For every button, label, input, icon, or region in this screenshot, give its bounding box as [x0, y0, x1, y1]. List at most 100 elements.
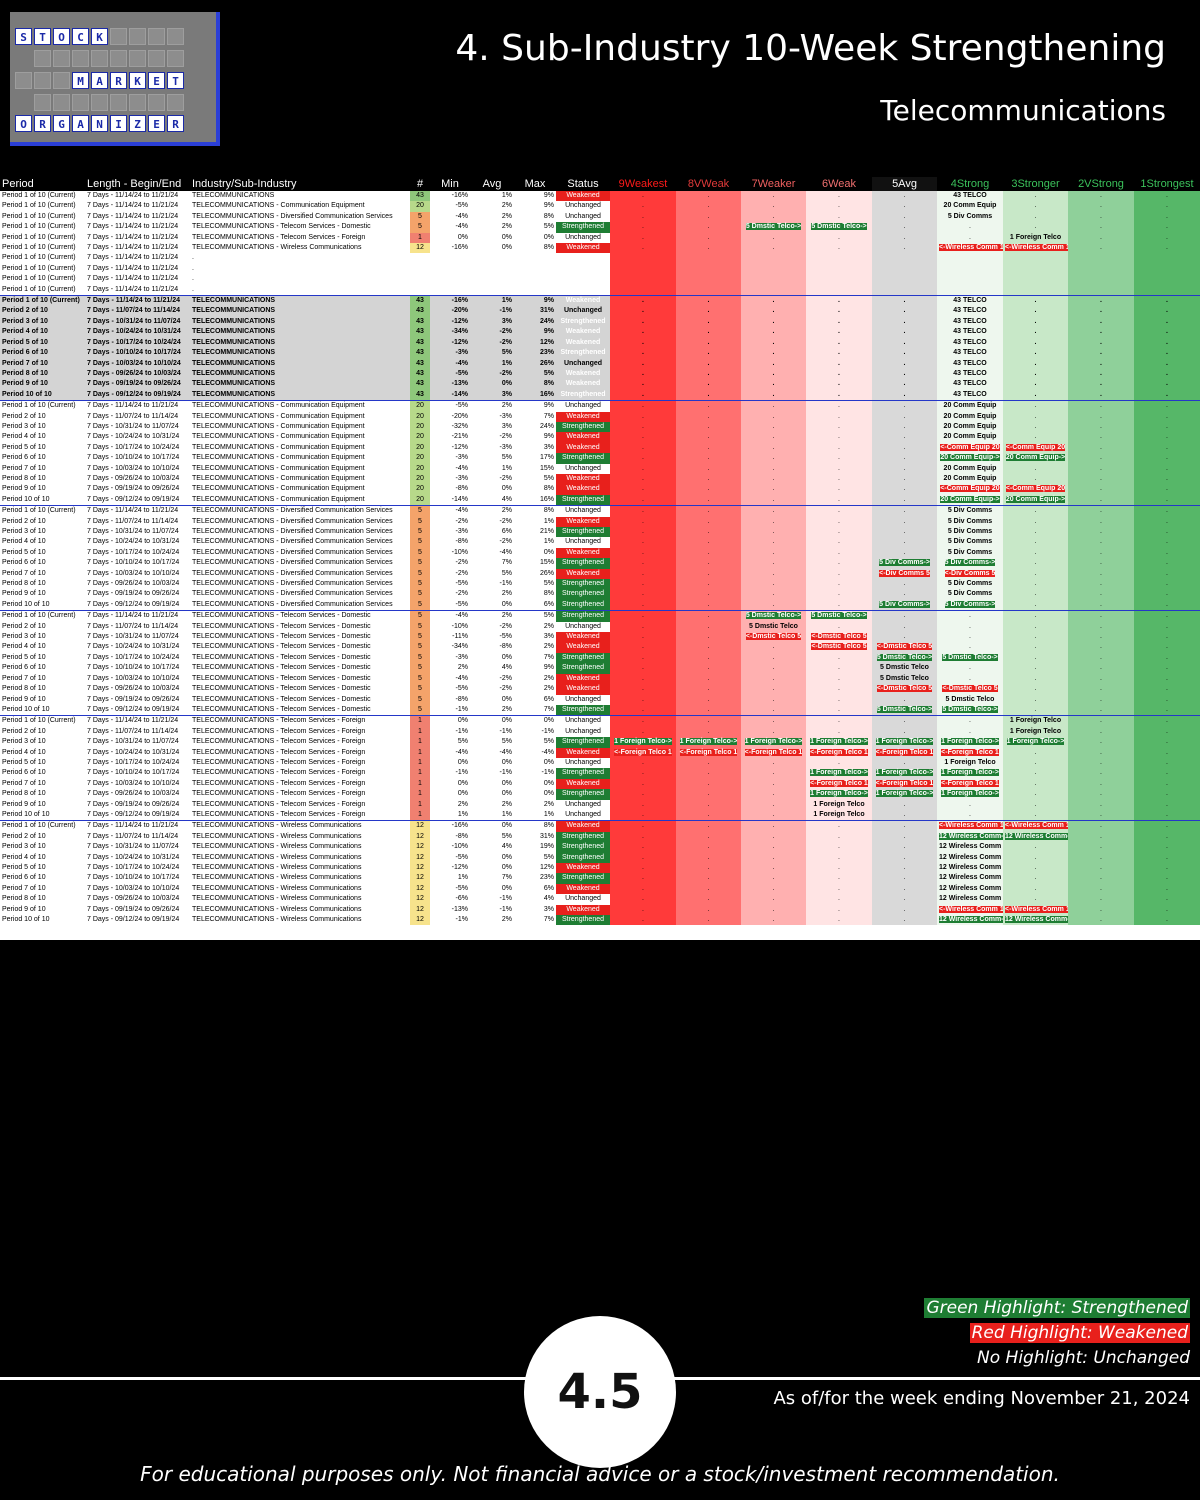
- table-header: Period Length - Begin/End Industry/Sub-Ind…: [0, 177, 1200, 191]
- strength-bucket-cell: .: [1134, 400, 1200, 412]
- strength-bucket-cell: .: [676, 379, 741, 390]
- strength-bucket-cell: .: [676, 222, 741, 233]
- count-cell: 1: [410, 757, 430, 769]
- bucket-tag: <-Dmstic Telco 5: [942, 685, 998, 693]
- min-cell: -16%: [451, 192, 468, 199]
- avg-cell: 2%: [470, 400, 514, 412]
- strength-bucket-cell: .: [610, 883, 676, 895]
- strength-bucket-cell: .: [872, 883, 937, 895]
- strength-bucket-cell: .: [937, 809, 1003, 821]
- strength-bucket-cell: .: [1068, 358, 1134, 369]
- strength-bucket-cell: .: [1003, 873, 1068, 884]
- industry-cell: TELECOMMUNICATIONS - Telecom Services - …: [192, 790, 366, 798]
- strength-bucket-cell: .: [1068, 453, 1134, 464]
- industry-cell: TELECOMMUNICATIONS - Telecom Services - …: [192, 727, 366, 735]
- period-cell: Period 4 of 10: [2, 748, 46, 756]
- strength-bucket-cell: .: [610, 527, 676, 538]
- table-row: Period 3 of 10 7 Days - 10/31/24 to 11/07…: [0, 527, 1200, 538]
- strength-bucket-cell: .: [1068, 432, 1134, 443]
- industry-cell: TELECOMMUNICATIONS - Wireless Communicat…: [190, 820, 410, 832]
- avg-cell: 0%: [501, 653, 512, 661]
- status-cell: Strengthened: [556, 494, 610, 506]
- strength-bucket-cell: 43 TELCO: [937, 191, 1003, 202]
- bucket-tag: <-Foreign Telco 1: [875, 748, 934, 756]
- count-cell: 1: [410, 799, 430, 810]
- strength-bucket-cell: .: [806, 316, 872, 328]
- max-cell: -1%: [541, 769, 554, 777]
- status-cell: Strengthened: [556, 527, 610, 538]
- table-row: Period 2 of 10 7 Days - 11/07/24 to 11/14…: [0, 726, 1200, 738]
- strength-bucket-cell: .: [1003, 537, 1068, 548]
- industry-cell: TELECOMMUNICATIONS: [190, 348, 410, 359]
- status-cell: Strengthened: [556, 663, 610, 674]
- max-cell: 12%: [514, 337, 556, 349]
- strength-bucket-cell: 43 TELCO: [937, 358, 1003, 369]
- status-cell: Unchanged: [565, 810, 601, 818]
- min-cell: 1%: [457, 874, 468, 882]
- min-cell: -5%: [430, 368, 470, 380]
- strength-bucket-cell: <-Dmstic Telco 5: [806, 632, 872, 643]
- strength-bucket-cell: .: [676, 799, 741, 810]
- count-cell: 5: [410, 673, 430, 685]
- period-cell: Period 1 of 10 (Current): [0, 820, 85, 832]
- column-header: Status: [556, 177, 610, 191]
- strength-bucket-cell: .: [676, 642, 741, 653]
- strength-bucket-cell: .: [741, 400, 806, 412]
- avg-cell: -2%: [499, 674, 512, 682]
- avg-cell: -1%: [470, 306, 514, 317]
- strength-bucket-cell: .: [676, 389, 741, 401]
- avg-cell: 7%: [501, 874, 512, 882]
- strength-bucket-cell: .: [1134, 610, 1200, 622]
- strength-bucket-cell: .: [1134, 411, 1200, 422]
- strength-bucket-cell: .: [806, 358, 872, 369]
- max-cell: 8%: [514, 505, 556, 517]
- status-cell: Strengthened: [556, 873, 610, 884]
- strength-bucket-cell: .: [872, 222, 937, 233]
- strength-bucket-cell: .: [676, 789, 741, 800]
- strength-bucket-cell: .: [806, 652, 872, 664]
- max-cell: 0%: [514, 715, 556, 727]
- avg-cell: 2%: [501, 590, 512, 598]
- length-cell: 7 Days - 10/17/24 to 10/24/24: [87, 653, 180, 661]
- min-cell: -12%: [451, 443, 468, 451]
- strength-bucket-cell: .: [1068, 768, 1134, 779]
- strength-bucket-cell: .: [741, 820, 806, 832]
- avg-cell: 2%: [501, 223, 512, 231]
- strength-bucket-cell: .: [1068, 558, 1134, 569]
- industry-cell: TELECOMMUNICATIONS - Wireless Communicat…: [192, 916, 362, 924]
- avg-cell: 1%: [501, 464, 512, 472]
- period-cell: Period 4 of 10: [2, 853, 46, 861]
- avg-cell: 0%: [470, 820, 514, 832]
- strength-bucket-cell: .: [610, 232, 676, 244]
- strength-bucket-cell: 5 Dmstic Telco: [872, 673, 937, 685]
- strength-bucket-cell: .: [741, 463, 806, 474]
- avg-cell: -1%: [499, 895, 512, 903]
- avg-cell: 2%: [470, 610, 514, 622]
- strength-bucket-cell: .: [1068, 747, 1134, 758]
- industry-cell: TELECOMMUNICATIONS - Communication Equip…: [192, 202, 365, 210]
- period-cell: Period 1 of 10 (Current): [2, 212, 76, 220]
- count-cell: [410, 274, 430, 284]
- status-cell: Unchanged: [565, 202, 601, 210]
- avg-cell: -4%: [499, 748, 512, 756]
- count-cell: 5: [410, 547, 430, 559]
- strength-bucket-cell: 43 TELCO: [937, 368, 1003, 380]
- strength-bucket-cell: .: [676, 463, 741, 474]
- strength-bucket-cell: 5 Div Comms: [937, 589, 1003, 600]
- bucket-tag: 20 Comm Equip: [943, 202, 997, 210]
- strength-bucket-cell: .: [806, 852, 872, 863]
- table-row: Period 10 of 10 7 Days - 09/12/24 to 09/1…: [0, 599, 1200, 611]
- period-cell: Period 4 of 10: [2, 538, 46, 546]
- strength-bucket-cell: .: [806, 589, 872, 600]
- strength-bucket-cell: .: [806, 411, 872, 422]
- count-cell: 43: [410, 327, 430, 338]
- strength-bucket-cell: [741, 253, 806, 264]
- count-cell: 20: [410, 400, 430, 412]
- strength-bucket-cell: .: [610, 558, 676, 569]
- strength-bucket-cell: .: [741, 327, 806, 338]
- period-cell: Period 10 of 10: [2, 916, 50, 924]
- min-cell: -14%: [451, 495, 468, 503]
- column-header: 4Strong: [937, 177, 1003, 191]
- strength-bucket-cell: [610, 253, 676, 264]
- min-cell: -4%: [455, 223, 468, 231]
